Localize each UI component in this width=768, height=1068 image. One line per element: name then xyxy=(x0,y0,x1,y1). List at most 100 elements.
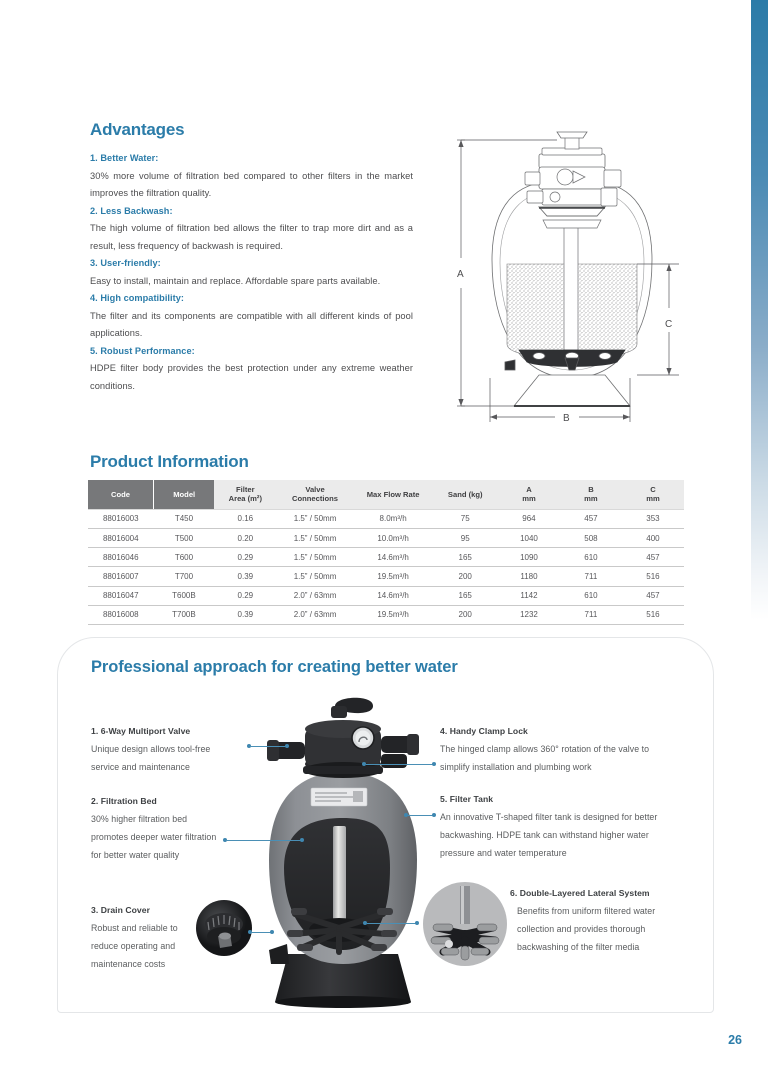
cell-filter-area: 0.39 xyxy=(214,605,277,625)
col-header-max-flow-rate: Max Flow Rate xyxy=(353,480,433,510)
cell-sand: 165 xyxy=(432,547,498,568)
professional-approach-heading: Professional approach for creating bette… xyxy=(91,658,458,676)
feature-text: Benefits from uniform filtered water col… xyxy=(517,906,656,952)
advantage-title: 5. Robust Performance: xyxy=(90,345,195,356)
advantages-list: 1. Better Water: 30% more volume of filt… xyxy=(90,150,413,395)
leader-dot xyxy=(432,813,436,817)
advantage-title: 3. User-friendly: xyxy=(90,258,161,268)
leader-dot xyxy=(300,838,304,842)
feature-1-multiport-valve: 1. 6-Way Multiport Valve Unique design a… xyxy=(91,722,241,776)
feature-title: 2. Filtration Bed xyxy=(91,796,157,806)
table-row: 88016047 T600B 0.29 2.0” / 63mm 14.6m³/h… xyxy=(88,586,684,606)
cell-max-flow-rate: 10.0m³/h xyxy=(353,528,433,549)
cell-sand: 75 xyxy=(432,509,498,530)
feature-text: The hinged clamp allows 360° rotation of… xyxy=(440,744,650,772)
cell-model: T450 xyxy=(153,509,215,530)
col-header-code: Code xyxy=(88,480,155,510)
cell-max-flow-rate: 14.6m³/h xyxy=(353,547,433,568)
feature-title: 4. Handy Clamp Lock xyxy=(440,726,528,736)
feature-title: 6. Double-Layered Lateral System xyxy=(510,888,650,898)
advantage-item: 3. User-friendly: Easy to install, maint… xyxy=(90,255,413,290)
cell-a: 1180 xyxy=(497,566,560,587)
cell-b: 508 xyxy=(559,528,622,549)
cell-code: 88016004 xyxy=(88,528,154,549)
leader-dot xyxy=(270,930,274,934)
table-row: 88016008 T700B 0.39 2.0” / 63mm 19.5m³/h… xyxy=(88,605,684,625)
advantage-text: The filter and its components are compat… xyxy=(90,310,413,339)
col-header-a-mm: A mm xyxy=(497,480,560,510)
cell-valve-connections: 1.5” / 50mm xyxy=(276,509,354,530)
cell-code: 88016047 xyxy=(88,586,154,606)
leader-dot xyxy=(363,921,367,925)
table-row: 88016003 T450 0.16 1.5” / 50mm 8.0m³/h 7… xyxy=(88,509,684,530)
leader-dot xyxy=(415,921,419,925)
cell-c: 516 xyxy=(621,605,684,625)
cell-b: 711 xyxy=(559,566,622,587)
cell-filter-area: 0.20 xyxy=(214,528,277,549)
feature-2-filtration-bed: 2. Filtration Bed 30% higher filtration … xyxy=(91,792,219,864)
cell-filter-area: 0.16 xyxy=(214,509,277,530)
cell-sand: 200 xyxy=(432,605,498,625)
cell-model: T600B xyxy=(153,586,215,606)
leader-dot xyxy=(432,762,436,766)
col-header-sand-kg: Sand (kg) xyxy=(432,480,498,510)
leader-line xyxy=(367,923,417,924)
cell-filter-area: 0.39 xyxy=(214,566,277,587)
advantage-item: 2. Less Backwash: The high volume of fil… xyxy=(90,203,413,256)
cell-b: 457 xyxy=(559,509,622,530)
col-header-valve-connections: Valve Connections xyxy=(276,480,354,510)
cell-model: T700 xyxy=(153,566,215,587)
feature-text: An innovative T-shaped filter tank is de… xyxy=(440,812,658,858)
inset-photo-drain-cover xyxy=(196,900,252,956)
feature-5-filter-tank: 5. Filter Tank An innovative T-shaped fi… xyxy=(440,790,675,862)
cell-max-flow-rate: 19.5m³/h xyxy=(353,605,433,625)
feature-title: 3. Drain Cover xyxy=(91,905,150,915)
cell-c: 457 xyxy=(621,586,684,606)
dimension-label-c: C xyxy=(665,319,672,330)
cell-c: 516 xyxy=(621,566,684,587)
cell-code: 88016008 xyxy=(88,605,154,625)
cell-c: 353 xyxy=(621,509,684,530)
cell-c: 400 xyxy=(621,528,684,549)
leader-dot xyxy=(285,744,289,748)
feature-title: 5. Filter Tank xyxy=(440,794,494,804)
leader-line xyxy=(252,932,272,933)
advantage-text: Easy to install, maintain and replace. A… xyxy=(90,275,381,286)
col-header-b-mm: B mm xyxy=(559,480,622,510)
edge-gradient-bar xyxy=(751,0,768,620)
product-information-heading: Product Information xyxy=(90,452,249,471)
advantage-item: 5. Robust Performance: HDPE filter body … xyxy=(90,343,413,396)
feature-6-double-layered-lateral-system: 6. Double-Layered Lateral System Benefit… xyxy=(510,884,682,956)
feature-text: 30% higher filtration bed promotes deepe… xyxy=(91,814,217,860)
advantage-item: 4. High compatibility: The filter and it… xyxy=(90,290,413,343)
dimension-label-a: A xyxy=(457,269,464,280)
feature-title: 1. 6-Way Multiport Valve xyxy=(91,726,191,736)
cell-a: 964 xyxy=(497,509,560,530)
leader-line xyxy=(408,815,434,816)
advantage-title: 1. Better Water: xyxy=(90,153,159,163)
cell-valve-connections: 1.5” / 50mm xyxy=(276,566,354,587)
dimension-label-b: B xyxy=(563,413,570,424)
technical-drawing-sand-filter: A C B xyxy=(447,130,697,430)
leader-dot xyxy=(362,762,366,766)
col-header-c-mm: C mm xyxy=(621,480,684,510)
table-row: 88016007 T700 0.39 1.5” / 50mm 19.5m³/h … xyxy=(88,566,684,587)
cell-max-flow-rate: 8.0m³/h xyxy=(353,509,433,530)
cell-code: 88016046 xyxy=(88,547,154,568)
feature-4-handy-clamp-lock: 4. Handy Clamp Lock The hinged clamp all… xyxy=(440,722,675,776)
cell-filter-area: 0.29 xyxy=(214,586,277,606)
cell-a: 1090 xyxy=(497,547,560,568)
leader-dot xyxy=(404,813,408,817)
leader-line xyxy=(251,746,288,747)
cell-code: 88016007 xyxy=(88,566,154,587)
advantage-title: 2. Less Backwash: xyxy=(90,205,173,216)
table-body: 88016003 T450 0.16 1.5” / 50mm 8.0m³/h 7… xyxy=(88,509,684,625)
advantages-heading: Advantages xyxy=(90,120,185,139)
advantage-item: 1. Better Water: 30% more volume of filt… xyxy=(90,150,413,203)
leader-dot xyxy=(223,838,227,842)
table-header-row: Code Model Filter Area (m²) Valve Connec… xyxy=(88,480,684,510)
cell-sand: 165 xyxy=(432,586,498,606)
feature-text: Unique design allows tool-free service a… xyxy=(91,744,211,772)
cell-b: 711 xyxy=(559,605,622,625)
cell-valve-connections: 1.5” / 50mm xyxy=(276,547,354,568)
